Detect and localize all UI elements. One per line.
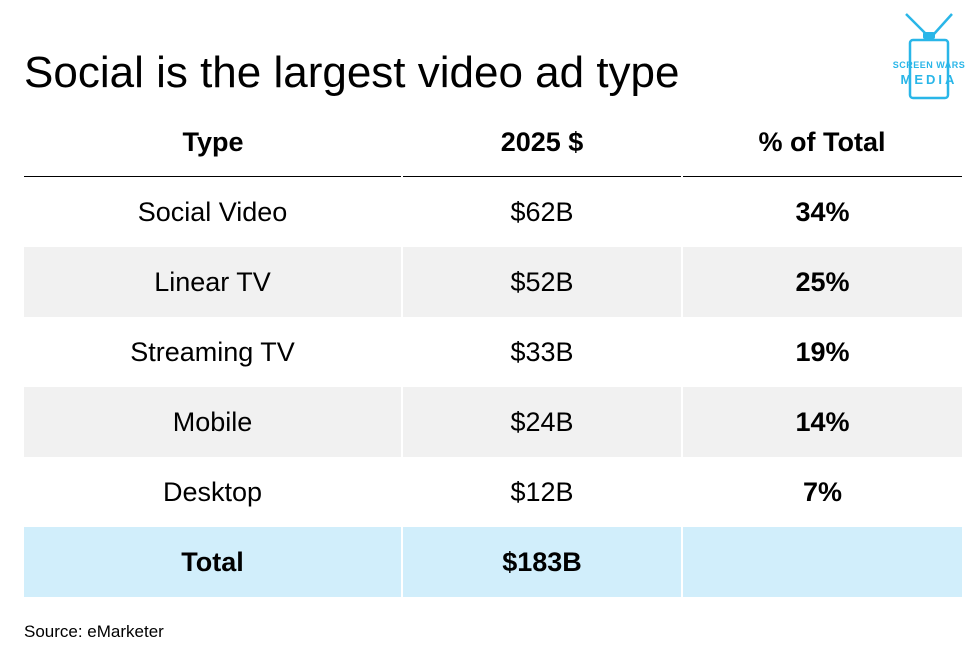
logo-line-1: SCREEN WARS: [892, 60, 966, 70]
video-ad-table: Type 2025 $ % of Total Social Video $62B…: [24, 108, 962, 597]
total-value: $183B: [401, 527, 682, 597]
cell-type: Social Video: [137, 196, 288, 227]
table-header-row: Type 2025 $ % of Total: [24, 108, 962, 177]
cell-pct: 34%: [681, 176, 962, 247]
screen-wars-media-logo: SCREEN WARS MEDIA: [890, 10, 968, 102]
table-row: Desktop $12B 7%: [24, 457, 962, 527]
table-row: Streaming TV $33B 19%: [24, 317, 962, 387]
cell-pct: 25%: [681, 247, 962, 317]
slide-title: Social is the largest video ad type: [24, 48, 680, 97]
header-type: Type: [24, 108, 402, 177]
cell-pct: 14%: [681, 387, 962, 457]
cell-value: $33B: [401, 317, 682, 387]
cell-type: Streaming TV: [130, 336, 295, 367]
tv-icon: [905, 13, 953, 100]
table-row: Mobile $24B 14%: [24, 387, 962, 457]
cell-type: Mobile: [24, 387, 402, 457]
total-row: Total $183B: [24, 527, 962, 597]
cell-value: $12B: [401, 457, 682, 527]
cell-type: Desktop: [162, 476, 263, 507]
total-label: Total: [24, 527, 402, 597]
total-pct: [681, 527, 962, 597]
header-2025: 2025 $: [402, 108, 682, 177]
table-row: Social Video $62B 34%: [24, 176, 962, 247]
table-row: Linear TV $52B 25%: [24, 247, 962, 317]
logo-line-2: MEDIA: [900, 72, 958, 87]
header-pct: % of Total: [682, 108, 962, 177]
cell-value: $24B: [401, 387, 682, 457]
source-note: Source: eMarketer: [24, 622, 164, 641]
cell-value: $62B: [401, 176, 682, 247]
cell-pct: 19%: [681, 317, 962, 387]
cell-value: $52B: [401, 247, 682, 317]
cell-type: Linear TV: [24, 247, 402, 317]
cell-pct: 7%: [681, 457, 962, 527]
